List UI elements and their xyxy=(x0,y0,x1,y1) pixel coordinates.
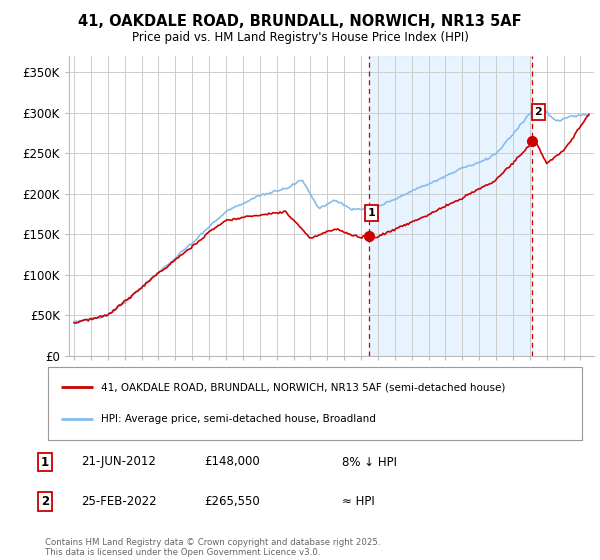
Text: £148,000: £148,000 xyxy=(204,455,260,469)
Text: 2: 2 xyxy=(535,107,542,117)
Text: 25-FEB-2022: 25-FEB-2022 xyxy=(81,494,157,508)
FancyBboxPatch shape xyxy=(48,367,582,440)
Text: 41, OAKDALE ROAD, BRUNDALL, NORWICH, NR13 5AF (semi-detached house): 41, OAKDALE ROAD, BRUNDALL, NORWICH, NR1… xyxy=(101,382,506,392)
Text: HPI: Average price, semi-detached house, Broadland: HPI: Average price, semi-detached house,… xyxy=(101,414,376,424)
Text: 1: 1 xyxy=(368,208,376,218)
Text: 8% ↓ HPI: 8% ↓ HPI xyxy=(342,455,397,469)
Bar xyxy=(369,56,532,356)
Text: Price paid vs. HM Land Registry's House Price Index (HPI): Price paid vs. HM Land Registry's House … xyxy=(131,31,469,44)
Text: 1: 1 xyxy=(41,455,49,469)
Text: 21-JUN-2012: 21-JUN-2012 xyxy=(81,455,156,469)
Text: ≈ HPI: ≈ HPI xyxy=(342,494,375,508)
Text: 41, OAKDALE ROAD, BRUNDALL, NORWICH, NR13 5AF: 41, OAKDALE ROAD, BRUNDALL, NORWICH, NR1… xyxy=(78,14,522,29)
Text: Contains HM Land Registry data © Crown copyright and database right 2025.
This d: Contains HM Land Registry data © Crown c… xyxy=(45,538,380,557)
Text: £265,550: £265,550 xyxy=(204,494,260,508)
Text: 2: 2 xyxy=(41,494,49,508)
